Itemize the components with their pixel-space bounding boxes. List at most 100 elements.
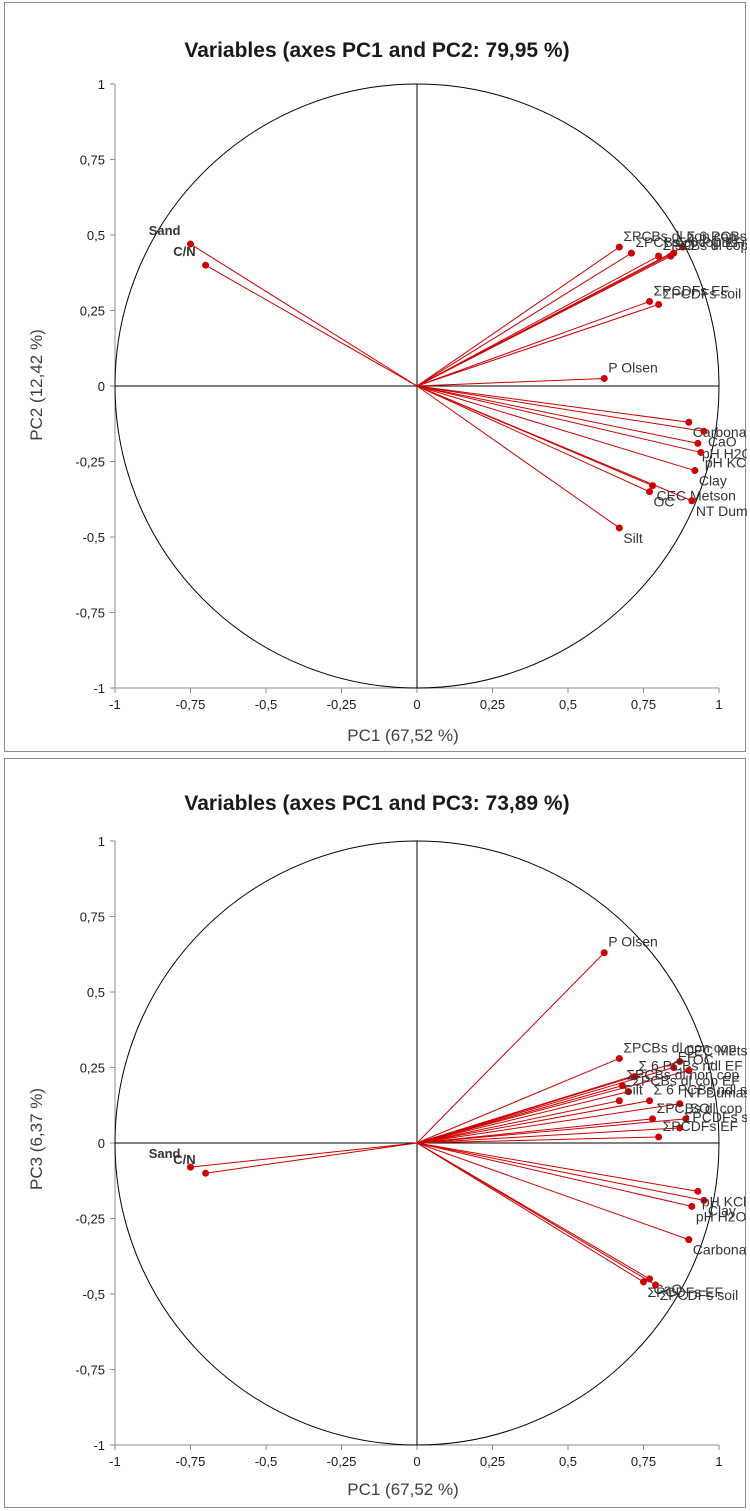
variable-vector — [416, 385, 698, 444]
y-tick-label: -0,25 — [75, 455, 105, 470]
variable-label: Carbonatestx — [693, 424, 747, 440]
variable-point — [685, 1067, 693, 1075]
variable-point — [624, 1088, 632, 1096]
variable-label: ΣPCDFs EF — [654, 282, 730, 298]
variable-point — [670, 1064, 678, 1071]
variable-label: ΣPCDFs soil — [684, 1109, 747, 1125]
y-tick-label: 1 — [98, 834, 105, 849]
variable-point — [646, 1097, 654, 1105]
variable-label: OC — [654, 494, 675, 510]
variable-label: Sand — [149, 1146, 181, 1161]
variable-vector — [416, 1136, 659, 1144]
variable-point — [649, 1115, 657, 1123]
variable-vector — [416, 255, 659, 387]
variable-point — [694, 1187, 702, 1195]
variable-vector — [416, 1118, 686, 1144]
variable-point — [700, 427, 708, 435]
variable-label: ΣPCBs dl non cop — [626, 1067, 739, 1083]
variable-label: NT Dumas — [684, 1085, 747, 1101]
variable-vector — [416, 1100, 620, 1144]
variable-label: C/N — [173, 1152, 195, 1167]
variable-vector — [416, 303, 659, 387]
x-tick-label: -0,75 — [176, 1454, 206, 1469]
y-tick-label: 0 — [98, 1136, 105, 1151]
x-axis-label: PC1 (67,52 %) — [347, 1480, 459, 1499]
variable-label: Carbonatestx — [693, 1242, 747, 1258]
x-tick-label: 1 — [715, 1454, 722, 1469]
variable-vector — [416, 1100, 650, 1144]
y-tick-label: 0,25 — [80, 304, 105, 319]
variable-label: Clay — [708, 1202, 736, 1218]
x-tick-label: 0 — [413, 1454, 420, 1469]
y-tick-label: 0,5 — [87, 228, 105, 243]
variable-label: Σ 6 PCBs ndl EF — [638, 1058, 742, 1074]
variable-vector — [416, 1085, 623, 1144]
variable-point — [640, 1278, 647, 1286]
y-tick-label: -0,75 — [75, 606, 105, 621]
x-tick-label: -0,75 — [176, 697, 206, 712]
variable-vector — [416, 385, 650, 493]
y-tick-label: -0,5 — [83, 530, 105, 545]
variable-vector — [190, 243, 418, 387]
x-tick-label: -1 — [109, 697, 121, 712]
variable-vector — [416, 385, 704, 432]
variable-vector — [416, 1142, 692, 1207]
y-tick-label: -0,25 — [75, 1212, 105, 1227]
variable-label: EF — [678, 1049, 696, 1065]
variable-point — [700, 1196, 708, 1204]
variable-point — [618, 1082, 626, 1090]
variable-point — [630, 1073, 638, 1081]
variable-label: ΣPCBs dl cop EF — [632, 1073, 739, 1089]
x-tick-label: -0,5 — [255, 697, 277, 712]
variable-point — [676, 1124, 684, 1132]
variable-label: ΣPCDFs soil — [663, 285, 742, 301]
variable-point — [685, 418, 693, 426]
y-tick-label: 0,5 — [87, 985, 105, 1000]
variable-label: Clay — [699, 473, 727, 489]
variable-vector — [416, 300, 650, 387]
variable-label: ΣPCDFs EF — [663, 1118, 739, 1134]
variable-label: C/N — [173, 244, 195, 259]
y-axis-label: PC2 (12,42 %) — [27, 329, 46, 441]
y-tick-label: -0,75 — [75, 1363, 105, 1378]
x-tick-label: 0 — [413, 697, 420, 712]
variable-label: SO — [690, 1100, 710, 1116]
variable-point — [615, 524, 623, 532]
variable-point — [615, 1054, 623, 1062]
variable-label: OC — [693, 1052, 714, 1068]
x-tick-label: 0,25 — [480, 1454, 505, 1469]
variable-label: CEC Metson — [684, 1042, 747, 1058]
variable-point — [646, 297, 654, 305]
variable-vector — [416, 385, 695, 472]
correlation-circle-pc1-pc3: Variables (axes PC1 and PC3: 73,89 %) PC… — [27, 792, 747, 1499]
variable-point — [655, 300, 663, 308]
y-tick-label: 0,75 — [80, 910, 105, 925]
variable-point — [187, 240, 194, 248]
variable-point — [682, 1115, 690, 1123]
variable-label: Silt — [623, 1082, 643, 1098]
pca-chart-pc1-pc2: Variables (axes PC1 and PC2: 79,95 %) PC… — [4, 2, 747, 752]
variable-point — [627, 249, 635, 257]
variable-point — [676, 1057, 684, 1065]
y-tick-label: -0,5 — [83, 1287, 105, 1302]
variable-point — [679, 243, 687, 251]
variable-vector — [416, 1070, 689, 1144]
variable-vector — [416, 1091, 629, 1144]
variable-vector — [416, 1142, 698, 1192]
variable-vector — [416, 255, 671, 387]
x-tick-label: 0,75 — [631, 697, 656, 712]
variable-label: ΣPCBs dl non cop — [623, 228, 736, 244]
variable-vector — [416, 1142, 644, 1283]
variable-point — [685, 1236, 693, 1244]
variable-point — [615, 1097, 623, 1105]
variable-label: ΣPCBs dl cop EF — [635, 234, 742, 250]
variable-label: NT Dumas — [696, 503, 747, 519]
variable-point — [655, 1133, 663, 1141]
x-tick-label: -1 — [109, 1454, 121, 1469]
variable-label: Silt — [623, 530, 643, 546]
x-tick-label: 1 — [715, 697, 722, 712]
variable-point — [202, 261, 210, 269]
variable-vector — [416, 952, 605, 1144]
x-tick-label: -0,5 — [255, 1454, 277, 1469]
x-tick-label: -0,25 — [327, 1454, 357, 1469]
